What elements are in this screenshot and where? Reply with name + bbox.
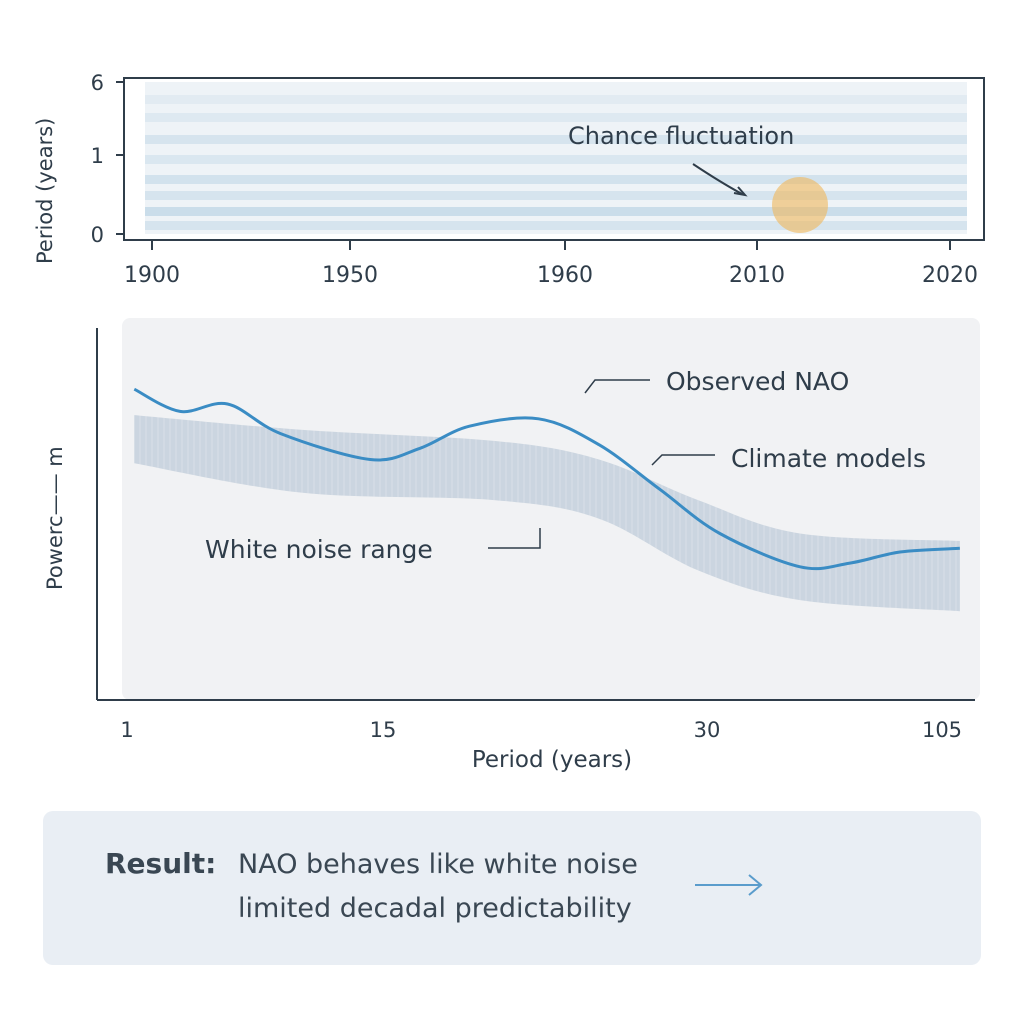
y-axis-label: Powerc—— m	[43, 446, 67, 590]
heatmap-streak	[145, 221, 967, 230]
result-line-2: limited decadal predictability	[238, 893, 632, 924]
result-box: Result: NAO behaves like white noise lim…	[43, 811, 981, 965]
top-x-tick-label: 1960	[537, 263, 593, 288]
x-tick-label: 105	[922, 718, 962, 742]
x-tick-label: 1	[120, 718, 133, 742]
top-y-tick-label: 1	[91, 144, 104, 168]
top-y-tick-label: 0	[91, 223, 104, 247]
top-x-tick-label: 2020	[922, 263, 978, 288]
arrow-right-icon	[695, 874, 763, 896]
white-noise-leader	[488, 528, 541, 549]
white-noise-band	[134, 415, 960, 612]
heatmap-streak	[145, 207, 967, 216]
x-tick-label: 30	[694, 718, 721, 742]
label-observed-nao: Observed NAO	[666, 367, 849, 396]
result-line-1: NAO behaves like white noise	[238, 849, 638, 880]
heatmap-streak	[145, 191, 967, 200]
x-axis-label: Period (years)	[472, 747, 632, 773]
top-x-tick-label: 2010	[729, 263, 785, 288]
heatmap-background	[145, 82, 967, 234]
top-panel: Chance fluctuation 6 1 0 1900 1950 1960 2010 2…	[33, 71, 985, 288]
top-y-axis-label: Period (years)	[33, 118, 57, 264]
heatmap-streak	[145, 135, 967, 144]
heatmap-streak	[145, 113, 967, 122]
white-noise-band-hatching	[139, 330, 963, 690]
heatmap-streaks	[145, 95, 967, 230]
heatmap-streak	[145, 155, 967, 164]
annotation-chance-fluctuation: Chance fluctuation	[568, 122, 794, 150]
heatmap-streak	[145, 95, 967, 104]
top-y-tick-label: 6	[91, 71, 104, 95]
label-white-noise-range: White noise range	[205, 535, 433, 564]
top-axes-frame	[123, 77, 985, 241]
annotation-arrow	[692, 163, 743, 195]
observed-nao-leader	[584, 379, 650, 394]
climate-models-leader	[651, 454, 715, 466]
plot-background	[122, 318, 980, 700]
bottom-panel: 1 15 30 105 Period (years) Powerc—— m Obser…	[43, 318, 980, 773]
result-label: Result:	[105, 847, 217, 880]
top-x-tick-label: 1900	[124, 263, 180, 288]
top-x-tick-label: 1950	[322, 263, 378, 288]
observed-nao-line	[133, 387, 960, 571]
label-climate-models: Climate models	[731, 444, 926, 473]
annotation-arrowhead	[733, 186, 748, 197]
heatmap-streak	[145, 175, 967, 184]
x-tick-label: 15	[370, 718, 397, 742]
chance-fluctuation-highlight	[772, 177, 828, 233]
